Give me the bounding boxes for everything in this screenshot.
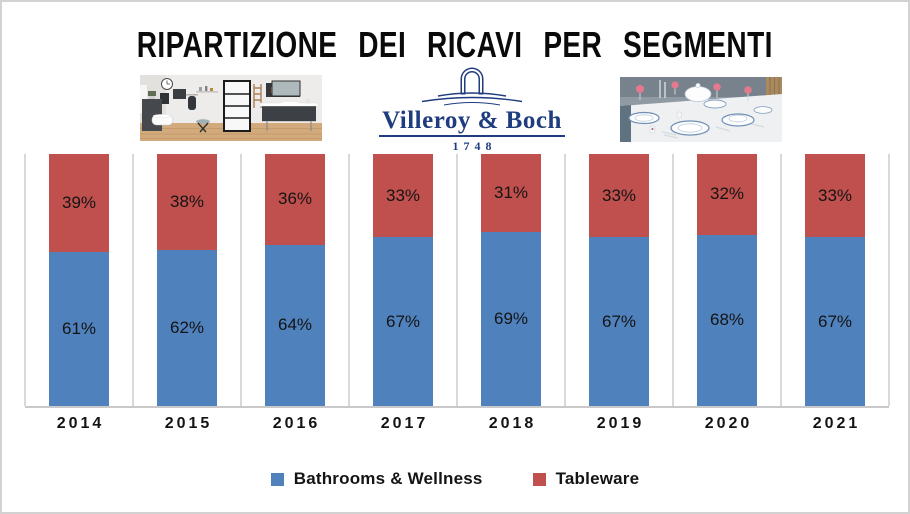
data-label: 67% [385,311,421,331]
stacked-bar-2020: 32% 68% [697,154,757,406]
bar-segment: 32% [697,154,757,235]
bathroom-photo [140,75,322,141]
chart-title: RIPARTIZIONE DEI RICAVI PER SEGMENTI [136,24,774,65]
gridline [132,154,134,406]
fountain-arch-icon [421,67,523,106]
x-axis-label: 2021 [812,415,861,432]
bar-segment: 31% [481,154,541,233]
data-label: 33% [385,185,421,205]
bar-slot: 31% 69% [457,154,565,406]
bar-segment: 62% [157,249,217,406]
gridline [456,154,458,406]
bar-segment: 36% [265,154,325,245]
gridline [672,154,674,406]
legend-label: Tableware [555,469,640,488]
data-label: 38% [169,191,205,211]
bar-segment: 67% [373,237,433,406]
gridline [564,154,566,406]
gridline [780,154,782,406]
bar-slot: 33% 67% [781,154,889,406]
bar-segment: 33% [373,154,433,238]
x-axis-label: 2017 [380,415,429,432]
bar-slot: 39% 61% [25,154,133,406]
legend-swatch [270,472,284,486]
data-label: 67% [817,311,853,331]
x-axis-label: 2014 [56,415,105,432]
legend-item: Bathrooms & Wellness [270,469,483,489]
bar-segment: 69% [481,232,541,406]
legend-label: Bathrooms & Wellness [293,469,483,488]
x-axis-label: 2019 [596,415,645,432]
bar-slot: 32% 68% [673,154,781,406]
x-axis-label: 2015 [164,415,213,432]
brand-year: 1748 [452,139,497,153]
stacked-bar-2019: 33% 67% [589,154,649,406]
gridline [348,154,350,406]
data-label: 33% [601,185,637,205]
data-label: 36% [277,189,313,209]
bar-segment: 67% [805,237,865,406]
legend: Bathrooms & Wellness Tableware [2,469,908,489]
x-axis-label: 2016 [272,415,321,432]
stacked-bar-2016: 36% 64% [265,154,325,406]
legend-item: Tableware [532,469,640,489]
bar-segment: 33% [589,154,649,238]
data-label: 31% [493,183,529,203]
bar-segment: 68% [697,234,757,406]
data-label: 33% [817,185,853,205]
tableware-photo [620,77,782,142]
bar-slot: 38% 62% [133,154,241,406]
legend-swatch [532,472,546,486]
brand-name: Villeroy & Boch [379,108,565,137]
stacked-bar-2014: 39% 61% [49,154,109,406]
x-axis-label: 2020 [704,415,753,432]
data-label: 61% [61,319,97,339]
data-label: 32% [709,184,745,204]
plot-area: 39% 61% 38% 62% 36% 64% 33% 67% 31% 69% 33% 67% 32% 6… [24,154,890,408]
data-label: 69% [493,309,529,329]
gridline [888,154,890,406]
data-label: 62% [169,317,205,337]
data-label: 64% [277,315,313,335]
data-label: 67% [601,311,637,331]
bar-segment: 64% [265,244,325,406]
bar-segment: 38% [157,154,217,250]
data-label: 68% [709,310,745,330]
bar-slot: 36% 64% [241,154,349,406]
bar-slot: 33% 67% [349,154,457,406]
x-axis-label: 2018 [488,415,537,432]
gridline [24,154,26,406]
villeroy-boch-logo: Villeroy & Boch 1748 [347,66,597,152]
x-axis-labels: 2014 2015 2016 2017 2018 2019 2020 2021 [25,415,889,439]
stacked-bar-2017: 33% 67% [373,154,433,406]
chart-title-row: RIPARTIZIONE DEI RICAVI PER SEGMENTI [2,24,908,66]
data-label: 39% [61,193,97,213]
stacked-bar-2015: 38% 62% [157,154,217,406]
bar-segment: 39% [49,154,109,253]
bar-slot: 33% 67% [565,154,673,406]
stacked-bar-2018: 31% 69% [481,154,541,406]
stacked-bar-2021: 33% 67% [805,154,865,406]
gridline [240,154,242,406]
bar-segment: 33% [805,154,865,238]
bar-segment: 61% [49,252,109,406]
bar-segment: 67% [589,237,649,406]
